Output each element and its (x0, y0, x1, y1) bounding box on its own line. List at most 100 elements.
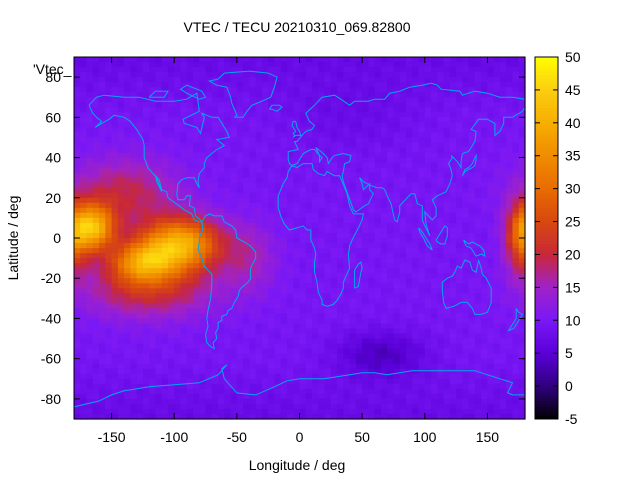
heatmap-cell (249, 263, 257, 269)
heatmap-cell (481, 147, 489, 154)
heatmap-cell (155, 97, 163, 103)
heatmap-cell (324, 77, 332, 83)
heatmap-cell (387, 298, 395, 304)
heatmap-cell (362, 212, 369, 219)
heatmap-cell (431, 217, 438, 224)
heatmap-cell (355, 142, 363, 149)
heatmap-cell (92, 97, 100, 103)
heatmap-cell (186, 207, 194, 214)
heatmap-cell (249, 62, 257, 68)
heatmap-cell (468, 403, 476, 410)
heatmap-cell (205, 368, 213, 375)
heatmap-cell (330, 72, 338, 78)
heatmap-cell (199, 162, 207, 169)
heatmap-cell (218, 227, 225, 234)
heatmap-cell (149, 373, 157, 380)
heatmap-cell (318, 157, 326, 164)
heatmap-cell (349, 323, 357, 330)
heatmap-cell (349, 127, 357, 134)
heatmap-cell (280, 413, 288, 420)
heatmap-cell (74, 403, 81, 410)
heatmap-cell (211, 258, 219, 264)
heatmap-cell (393, 253, 401, 259)
heatmap-cell (343, 232, 351, 239)
heatmap-cell (362, 353, 369, 360)
heatmap-cell (437, 72, 445, 78)
heatmap-cell (474, 142, 482, 149)
heatmap-cell (499, 358, 507, 365)
heatmap-cell (111, 358, 119, 365)
heatmap-cell (362, 232, 369, 239)
heatmap-cell (462, 388, 470, 395)
heatmap-cell (74, 278, 81, 284)
heatmap-cell (468, 217, 476, 224)
heatmap-cell (224, 232, 232, 239)
heatmap-cell (474, 363, 482, 370)
heatmap-cell (374, 298, 382, 304)
heatmap-cell (149, 238, 157, 244)
heatmap-cell (418, 343, 426, 350)
heatmap-cell (205, 202, 213, 209)
heatmap-cell (99, 197, 106, 204)
heatmap-cell (124, 67, 131, 73)
heatmap-cell (487, 87, 495, 93)
heatmap-cell (324, 147, 332, 154)
heatmap-cell (449, 87, 457, 93)
heatmap-cell (481, 403, 489, 410)
heatmap-cell (481, 293, 489, 299)
heatmap-cell (155, 348, 163, 355)
heatmap-cell (136, 107, 144, 113)
heatmap-cell (124, 373, 131, 380)
heatmap-cell (324, 217, 332, 224)
heatmap-cell (368, 388, 376, 395)
heatmap-cell (142, 313, 150, 320)
heatmap-cell (280, 338, 288, 345)
heatmap-cell (405, 268, 413, 274)
heatmap-cell (211, 177, 219, 184)
heatmap-cell (405, 147, 413, 154)
heatmap-cell (86, 403, 94, 410)
heatmap-cell (493, 238, 501, 244)
heatmap-cell (493, 363, 501, 370)
heatmap-cell (255, 207, 263, 214)
heatmap-cell (493, 308, 501, 315)
heatmap-cell (418, 117, 426, 123)
heatmap-cell (424, 132, 432, 139)
heatmap-cell (299, 142, 307, 149)
heatmap-cell (130, 202, 138, 209)
heatmap-cell (205, 248, 213, 254)
heatmap-cell (380, 268, 388, 274)
heatmap-cell (474, 112, 482, 118)
heatmap-cell (337, 338, 344, 345)
heatmap-cell (355, 298, 363, 304)
heatmap-cell (299, 248, 307, 254)
heatmap-cell (324, 82, 332, 88)
heatmap-cell (155, 253, 163, 259)
heatmap-cell (193, 263, 200, 269)
heatmap-cell (349, 353, 357, 360)
heatmap-cell (362, 333, 369, 340)
heatmap-cell (86, 82, 94, 88)
heatmap-cell (462, 303, 470, 309)
heatmap-cell (355, 393, 363, 400)
heatmap-cell (324, 268, 332, 274)
heatmap-cell (487, 57, 495, 63)
heatmap-cell (456, 137, 463, 144)
heatmap-cell (136, 122, 144, 128)
heatmap-cell (456, 308, 463, 315)
heatmap-cell (255, 293, 263, 299)
heatmap-cell (111, 283, 119, 289)
heatmap-cell (349, 263, 357, 269)
heatmap-cell (261, 283, 269, 289)
heatmap-cell (211, 107, 219, 113)
heatmap-cell (374, 353, 382, 360)
heatmap-cell (330, 162, 338, 169)
heatmap-cell (418, 92, 426, 98)
heatmap-cell (111, 72, 119, 78)
heatmap-cell (405, 353, 413, 360)
heatmap-cell (149, 363, 157, 370)
heatmap-cell (268, 207, 276, 214)
heatmap-cell (330, 268, 338, 274)
heatmap-cell (280, 102, 288, 108)
heatmap-cell (487, 197, 495, 204)
